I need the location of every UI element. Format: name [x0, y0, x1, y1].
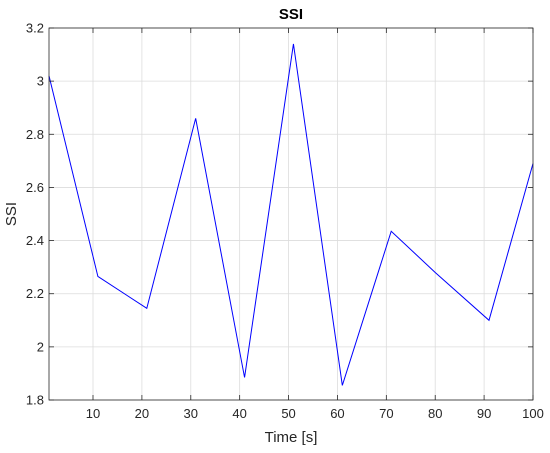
- x-tick-label: 40: [232, 406, 246, 421]
- tick-marks: [49, 27, 534, 401]
- plot-frame: [48, 27, 534, 401]
- x-tick-label: 70: [379, 406, 393, 421]
- x-tick-label: 80: [428, 406, 442, 421]
- series-line: [48, 43, 534, 386]
- y-tick-label: 1.8: [26, 393, 44, 408]
- x-tick-label: 100: [522, 406, 544, 421]
- x-axis-label: Time [s]: [265, 429, 318, 446]
- plot-area: [49, 28, 533, 400]
- x-tick-label: 20: [135, 406, 149, 421]
- x-tick-label: 30: [184, 406, 198, 421]
- chart-title: SSI: [279, 6, 303, 23]
- y-tick-label: 3: [37, 74, 44, 89]
- y-tick-label: 2.2: [26, 286, 44, 301]
- x-tick-label: 10: [86, 406, 100, 421]
- x-tick-label: 60: [330, 406, 344, 421]
- series-layer: [48, 43, 534, 386]
- y-axis-label: SSI: [3, 202, 20, 226]
- y-tick-label: 2.8: [26, 127, 44, 142]
- tick-labels: 10 20 30 40 50 60 70 80 90 100 1.8 2 2.2 2.4 2.6 2.8 3 3.…: [26, 21, 544, 422]
- x-tick-label: 50: [281, 406, 295, 421]
- y-tick-label: 2.6: [26, 180, 44, 195]
- y-tick-label: 2: [37, 339, 44, 354]
- y-tick-label: 2.4: [26, 233, 44, 248]
- y-tick-label: 3.2: [26, 21, 44, 36]
- x-tick-label: 90: [477, 406, 491, 421]
